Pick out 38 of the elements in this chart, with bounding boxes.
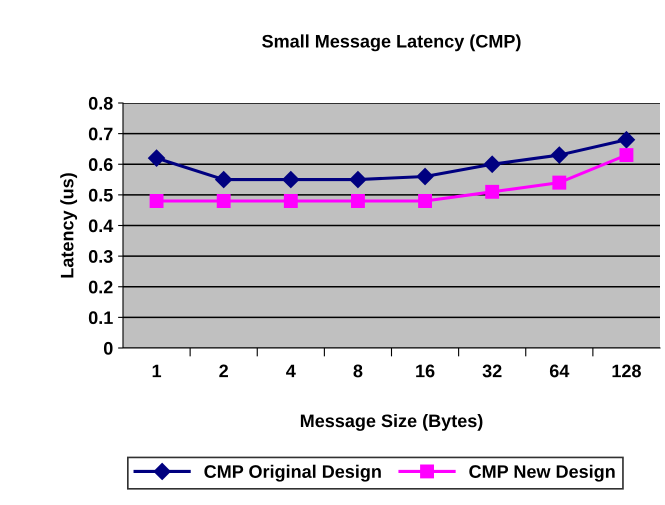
y-axis-title: Latency (us)	[60, 173, 78, 278]
y-tick-label: 0	[104, 342, 113, 355]
point	[284, 194, 298, 208]
point	[215, 171, 232, 188]
point	[418, 194, 432, 208]
x-tick-label: 2	[219, 364, 228, 378]
point	[216, 194, 231, 208]
x-tick-label: 16	[416, 364, 434, 378]
x-axis-title: Message Size (Bytes)	[300, 414, 482, 431]
point	[148, 150, 166, 167]
x-tick-label: 32	[482, 364, 502, 378]
y-tick-label: 0.6	[88, 158, 113, 171]
x-tick-label: 1	[152, 364, 162, 378]
chart-title: Small Message Latency (CMP)	[262, 34, 521, 52]
point	[350, 194, 365, 208]
y-tick-label: 0.7	[88, 128, 112, 140]
point	[618, 131, 635, 148]
y-tick-label: 0.5	[88, 188, 113, 202]
point	[484, 156, 501, 173]
y-tick-label: 0.8	[88, 96, 113, 110]
point	[150, 194, 164, 208]
x-tick-label: 4	[286, 364, 296, 378]
x-tick-label: 128	[612, 364, 641, 378]
legend-label: CMP New Design	[469, 464, 615, 482]
point	[349, 171, 366, 188]
point	[619, 148, 634, 162]
point	[485, 184, 500, 199]
y-tick-label: 0.3	[88, 250, 113, 263]
y-tick-label: 0.2	[88, 280, 113, 294]
x-tick-label: 8	[353, 364, 362, 378]
y-tick-label: 0.4	[88, 219, 114, 232]
point	[282, 171, 300, 188]
y-tick-label: 0.1	[88, 311, 113, 324]
legend-label: CMP Original Design	[204, 464, 381, 482]
point	[552, 176, 566, 190]
x-tick-label: 64	[550, 364, 570, 378]
point	[416, 168, 434, 186]
point	[550, 146, 568, 164]
